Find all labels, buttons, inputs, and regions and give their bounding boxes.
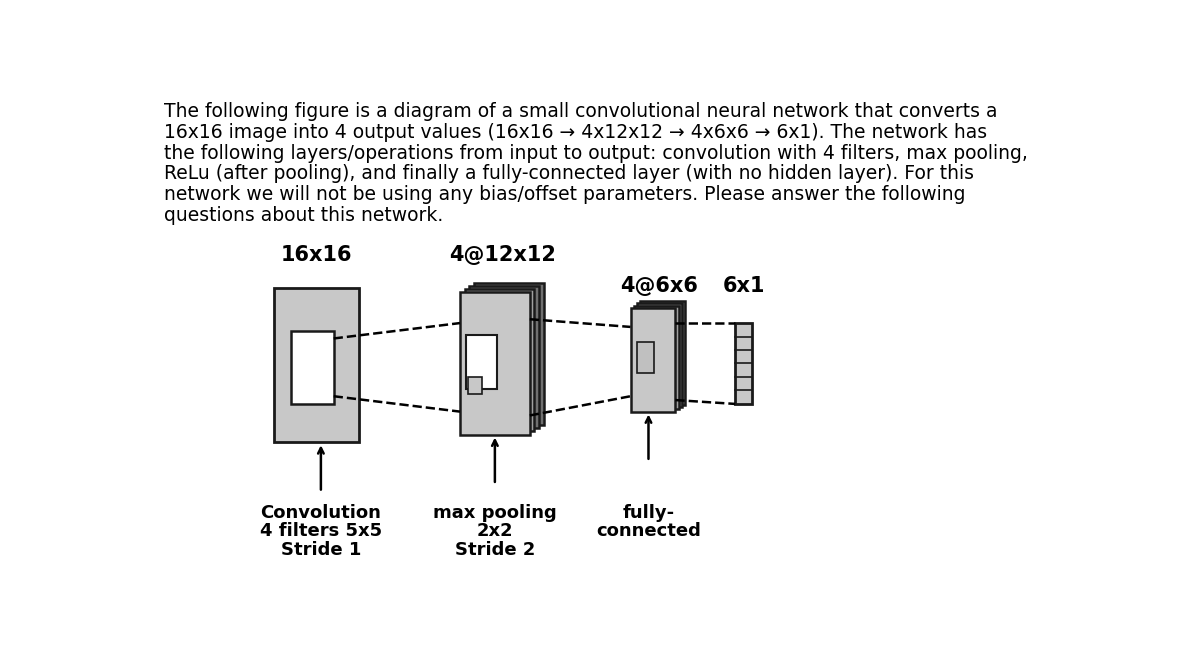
Bar [474, 282, 544, 425]
Text: 16x16: 16x16 [281, 246, 353, 265]
Bar [640, 301, 685, 405]
Text: the following layers/operations from input to output: convolution with 4 filters: the following layers/operations from inp… [164, 144, 1028, 162]
Text: 4 filters 5x5: 4 filters 5x5 [260, 523, 382, 541]
Text: max pooling: max pooling [433, 504, 557, 522]
Text: 2x2: 2x2 [476, 523, 514, 541]
Bar [736, 323, 752, 404]
Bar [466, 335, 497, 389]
Text: 6x1: 6x1 [722, 276, 764, 296]
Text: 4@6x6: 4@6x6 [620, 276, 698, 296]
Text: Convolution: Convolution [260, 504, 382, 522]
Bar [464, 289, 534, 431]
Bar [468, 377, 481, 394]
Bar [460, 293, 529, 435]
Text: Stride 2: Stride 2 [455, 541, 535, 559]
Text: connected: connected [596, 523, 701, 541]
Bar [634, 305, 678, 409]
Bar [637, 342, 654, 373]
Bar [637, 303, 682, 407]
Text: network we will not be using any bias/offset parameters. Please answer the follo: network we will not be using any bias/of… [164, 185, 966, 204]
Bar [274, 289, 359, 442]
Text: questions about this network.: questions about this network. [164, 206, 443, 225]
Text: ReLu (after pooling), and finally a fully-connected layer (with no hidden layer): ReLu (after pooling), and finally a full… [164, 164, 974, 183]
Text: fully-: fully- [623, 504, 674, 522]
Bar [630, 308, 676, 411]
Text: The following figure is a diagram of a small convolutional neural network that c: The following figure is a diagram of a s… [164, 102, 997, 121]
Bar [292, 331, 334, 404]
Text: 4@12x12: 4@12x12 [449, 246, 556, 265]
Text: Stride 1: Stride 1 [281, 541, 361, 559]
Text: 16x16 image into 4 output values (16x16 → 4x12x12 → 4x6x6 → 6x1). The network ha: 16x16 image into 4 output values (16x16 … [164, 123, 988, 142]
Bar [469, 286, 539, 428]
